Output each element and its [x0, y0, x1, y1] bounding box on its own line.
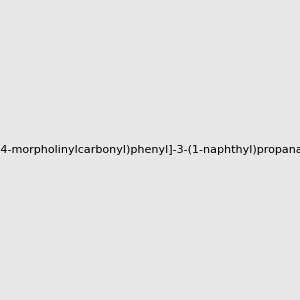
Text: N-[2-(4-morpholinylcarbonyl)phenyl]-3-(1-naphthyl)propanamide: N-[2-(4-morpholinylcarbonyl)phenyl]-3-(1…	[0, 145, 300, 155]
